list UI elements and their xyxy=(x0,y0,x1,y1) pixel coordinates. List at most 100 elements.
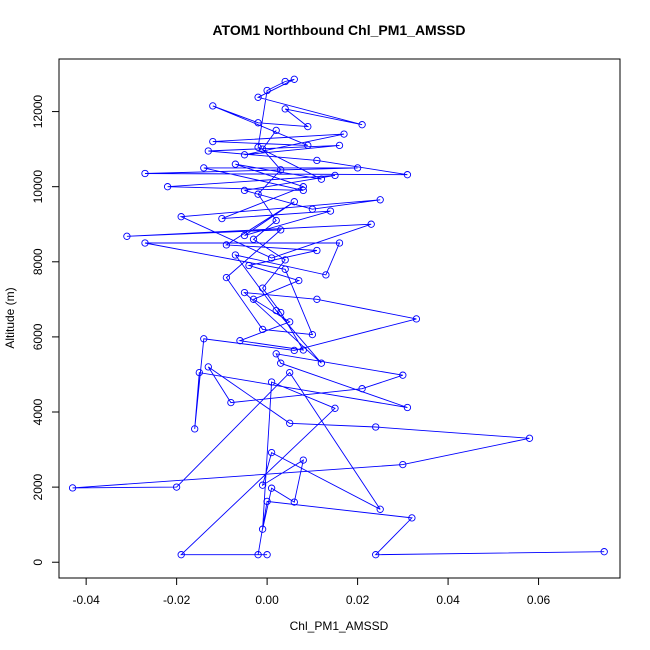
data-point xyxy=(267,378,276,386)
data-point xyxy=(209,137,217,146)
data-point xyxy=(317,359,326,367)
data-point xyxy=(313,156,321,165)
data-point xyxy=(258,325,267,334)
data-point xyxy=(68,484,77,492)
y-tick-label: 4000 xyxy=(31,398,45,425)
data-point xyxy=(299,346,307,354)
data-point xyxy=(372,423,380,431)
data-point xyxy=(240,186,249,195)
data-point xyxy=(172,483,181,491)
data-point xyxy=(263,551,271,559)
y-axis-label: Altitude (m) xyxy=(3,287,17,348)
data-point xyxy=(290,498,298,506)
data-point xyxy=(240,231,249,240)
data-point xyxy=(295,276,303,285)
data-point xyxy=(281,105,289,113)
data-point xyxy=(358,385,366,393)
data-point xyxy=(272,306,280,315)
data-point xyxy=(277,359,285,367)
y-tick-label: 6000 xyxy=(31,323,45,350)
x-tick-label: -0.02 xyxy=(163,593,191,607)
data-point xyxy=(286,318,294,326)
data-point xyxy=(304,141,312,150)
data-point xyxy=(299,186,307,195)
data-point xyxy=(267,484,276,492)
data-point xyxy=(331,404,339,412)
data-point xyxy=(191,425,199,433)
x-tick-label: 0.04 xyxy=(436,593,460,607)
data-point xyxy=(231,160,240,168)
data-point xyxy=(258,481,267,489)
data-point xyxy=(240,288,249,297)
data-point xyxy=(372,551,380,559)
data-point xyxy=(335,141,344,150)
data-point xyxy=(290,346,298,355)
data-point xyxy=(335,239,344,247)
data-point xyxy=(277,226,285,234)
data-point xyxy=(299,183,307,191)
data-point xyxy=(281,77,289,86)
data-point xyxy=(267,254,276,262)
x-axis: -0.04 -0.02 0.00 0.02 0.04 0.06 xyxy=(72,577,551,607)
data-point xyxy=(600,548,608,556)
data-point xyxy=(367,220,375,228)
data-point xyxy=(254,119,262,127)
data-point xyxy=(245,261,253,270)
data-point xyxy=(263,497,271,506)
data-point xyxy=(340,130,348,138)
data-point xyxy=(281,265,289,273)
data-point xyxy=(399,460,407,469)
data-point xyxy=(263,86,271,95)
data-point xyxy=(308,330,317,339)
data-point xyxy=(236,337,244,345)
data-point xyxy=(403,403,412,412)
data-point xyxy=(258,145,267,153)
data-point xyxy=(200,164,208,172)
x-tick-label: 0.06 xyxy=(527,593,551,607)
data-point xyxy=(218,214,226,223)
data-point xyxy=(376,505,384,513)
data-point xyxy=(254,551,262,559)
data-point xyxy=(227,398,235,407)
data-point xyxy=(258,284,267,292)
y-axis: 0 2000 4000 6000 8000 10000 12000 xyxy=(31,95,60,566)
data-point xyxy=(249,295,258,303)
data-point xyxy=(313,246,321,255)
y-tick-label: 0 xyxy=(31,559,45,566)
chart-title: ATOM1 Northbound Chl_PM1_AMSSD xyxy=(212,22,465,38)
x-tick-label: 0.02 xyxy=(346,593,370,607)
data-point xyxy=(313,295,321,303)
data-point xyxy=(286,419,294,427)
data-point xyxy=(200,335,208,343)
data-point xyxy=(412,315,421,323)
y-tick-label: 10000 xyxy=(31,170,45,204)
data-point xyxy=(277,308,285,317)
data-point xyxy=(277,166,285,174)
data-point xyxy=(195,368,203,377)
data-point xyxy=(204,363,212,371)
data-point xyxy=(358,121,366,129)
data-point xyxy=(141,239,149,247)
data-point xyxy=(204,147,212,155)
x-tick-label: 0.00 xyxy=(255,593,279,607)
data-point xyxy=(123,232,131,240)
data-point xyxy=(290,75,298,83)
data-point xyxy=(177,213,185,221)
data-point xyxy=(353,164,362,172)
data-point xyxy=(177,551,185,559)
x-axis-label: Chl_PM1_AMSSD xyxy=(290,619,389,633)
data-point xyxy=(240,151,249,159)
data-point xyxy=(272,216,280,225)
y-tick-label: 12000 xyxy=(31,95,45,129)
y-tick-label: 8000 xyxy=(31,248,45,275)
data-point xyxy=(272,350,280,358)
data-point xyxy=(267,448,276,457)
plot-area xyxy=(68,75,608,559)
data-point xyxy=(163,183,172,191)
data-point xyxy=(254,190,262,198)
data-point xyxy=(376,196,384,204)
data-point xyxy=(258,525,267,533)
data-point xyxy=(399,371,407,379)
data-point xyxy=(308,205,317,213)
x-tick-label: -0.04 xyxy=(72,593,100,607)
